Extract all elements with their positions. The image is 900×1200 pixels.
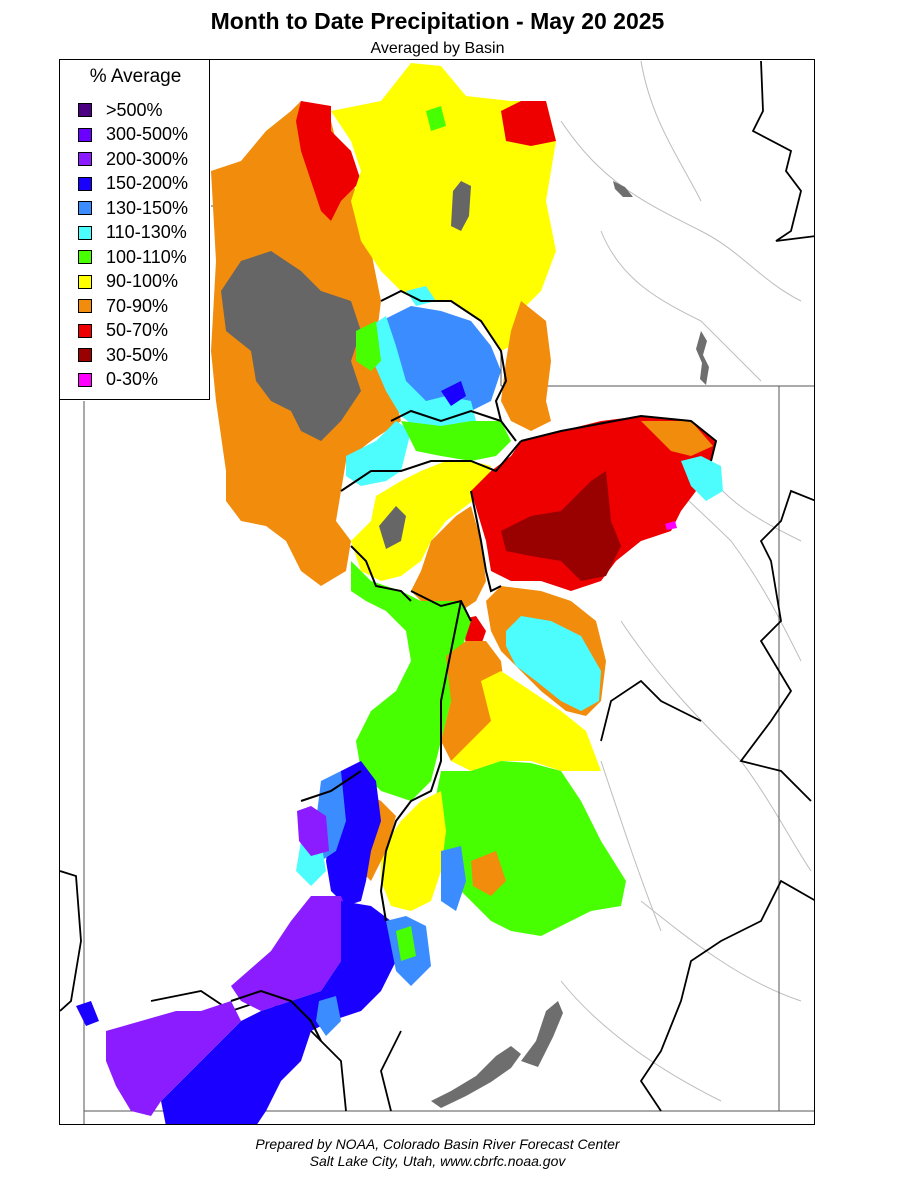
legend-label: 90-100% bbox=[106, 271, 179, 292]
legend-list: >500% 300-500% 200-300% 150-200% 130-150% 110… bbox=[78, 98, 188, 392]
legend-swatch bbox=[78, 152, 92, 167]
legend-swatch bbox=[78, 103, 92, 118]
legend-item: 0-30% bbox=[78, 368, 188, 393]
basin-130-150-south bbox=[441, 846, 466, 911]
basin-150-200-spot bbox=[441, 381, 466, 406]
basin-110-130-east-spot bbox=[681, 456, 723, 501]
basin-90-100-north bbox=[331, 63, 556, 351]
no-data-area-north bbox=[451, 181, 471, 231]
legend-swatch bbox=[78, 176, 92, 191]
basin-outlines bbox=[230, 289, 718, 1042]
basin-fills bbox=[76, 63, 723, 1124]
legend-label: 50-70% bbox=[106, 320, 169, 341]
basin-70-90-center bbox=[411, 506, 486, 611]
legend-swatch bbox=[78, 201, 92, 216]
basin-200-300-southwest bbox=[231, 896, 351, 1011]
legend-label: 0-30% bbox=[106, 369, 159, 390]
legend-item: 100-110% bbox=[78, 245, 188, 270]
legend-swatch bbox=[78, 127, 92, 142]
basin-200-300-far-southwest bbox=[106, 1001, 241, 1116]
basin-100-110-southeast bbox=[431, 761, 626, 936]
legend-swatch bbox=[78, 274, 92, 289]
basin-100-110-middle bbox=[401, 421, 511, 461]
legend-label: 110-130% bbox=[106, 222, 187, 243]
basin-200-300-northwest bbox=[297, 806, 329, 856]
basin-110-130-upper-green bbox=[371, 316, 476, 436]
legend-swatch bbox=[78, 225, 92, 240]
map-frame bbox=[59, 59, 815, 1125]
basin-100-110-north bbox=[426, 106, 446, 131]
basin-map bbox=[60, 60, 814, 1124]
legend-label: 150-200% bbox=[106, 173, 189, 194]
basin-70-90-east-edge bbox=[641, 421, 713, 456]
county-lines bbox=[60, 60, 814, 1112]
map-title: Month to Date Precipitation - May 20 202… bbox=[210, 8, 665, 34]
basin-150-200-southwest bbox=[161, 901, 396, 1124]
legend-item: 150-200% bbox=[78, 172, 188, 197]
legend-item: 130-150% bbox=[78, 196, 188, 221]
no-data-area-center bbox=[379, 506, 406, 549]
basin-50-70-northeast bbox=[501, 101, 556, 146]
basin-100-110-south-wedge bbox=[396, 926, 416, 961]
basin-110-130-southeast bbox=[506, 616, 601, 711]
no-data-area-west bbox=[221, 251, 361, 441]
footer-line-2: Salt Lake City, Utah, www.cbrfc.noaa.gov bbox=[309, 1153, 566, 1169]
legend-title: % Average bbox=[89, 66, 182, 87]
reservoirs bbox=[431, 181, 709, 1108]
legend-swatch bbox=[78, 348, 92, 363]
legend-item: 50-70% bbox=[78, 319, 188, 344]
legend-label: 130-150% bbox=[106, 197, 189, 218]
basin-50-70-northwest bbox=[296, 101, 361, 221]
legend-label: 100-110% bbox=[106, 246, 187, 267]
basin-90-100-southwest bbox=[381, 791, 446, 911]
legend-item: 70-90% bbox=[78, 294, 188, 319]
basin-110-130-middle bbox=[346, 421, 411, 486]
footer: Prepared by NOAA, Colorado Basin River F… bbox=[0, 1136, 875, 1170]
basin-90-100-center bbox=[351, 461, 491, 581]
legend-label: 300-500% bbox=[106, 124, 189, 145]
basin-130-150-lower bbox=[316, 996, 341, 1036]
legend-item: 110-130% bbox=[78, 221, 188, 246]
legend-item: 200-300% bbox=[78, 147, 188, 172]
basin-0-30-spot bbox=[665, 521, 677, 530]
basin-70-90-northeast bbox=[501, 301, 551, 431]
basin-150-200-far-west bbox=[76, 1001, 99, 1026]
legend-item: 300-500% bbox=[78, 123, 188, 148]
legend: % Average >500% 300-500% 200-300% 150-200% 1… bbox=[59, 59, 210, 400]
legend-item: 90-100% bbox=[78, 270, 188, 295]
legend-swatch bbox=[78, 372, 92, 387]
basin-30-50-east bbox=[501, 471, 621, 581]
basin-70-90-southeast-spot bbox=[471, 851, 506, 896]
map-subtitle: Averaged by Basin bbox=[370, 40, 505, 57]
legend-label: 70-90% bbox=[106, 295, 169, 316]
legend-swatch bbox=[78, 250, 92, 265]
legend-item: 30-50% bbox=[78, 343, 188, 368]
legend-item: >500% bbox=[78, 98, 188, 123]
legend-label: 30-50% bbox=[106, 344, 169, 365]
legend-swatch bbox=[78, 299, 92, 314]
footer-line-1: Prepared by NOAA, Colorado Basin River F… bbox=[255, 1136, 620, 1152]
basin-90-100-south bbox=[451, 671, 601, 771]
legend-swatch bbox=[78, 323, 92, 338]
legend-label: >500% bbox=[106, 99, 163, 120]
basin-100-110-west bbox=[356, 321, 381, 371]
legend-label: 200-300% bbox=[106, 148, 189, 169]
